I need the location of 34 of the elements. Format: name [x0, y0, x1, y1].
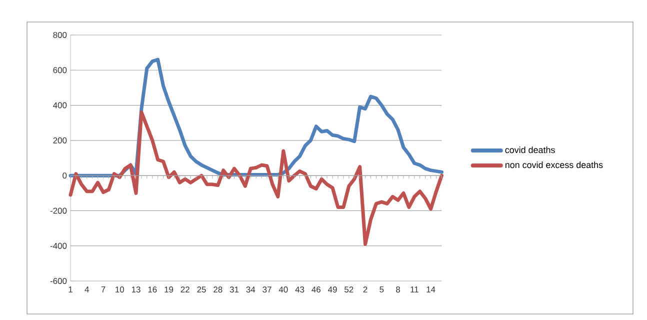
x-tick-label: 37 [262, 286, 272, 293]
y-tick-label: 0 [62, 172, 67, 179]
line-series [68, 110, 444, 246]
x-tick-label: 52 [344, 286, 354, 293]
x-tick-label: 14 [426, 286, 436, 292]
y-tick-label: -400 [50, 242, 67, 249]
y-tick-label: 400 [53, 102, 67, 108]
y-tick-label: 800 [53, 32, 67, 38]
x-tick-label: 13 [132, 286, 140, 293]
x-tick-label: 8 [396, 286, 400, 293]
x-tick-label: 22 [180, 286, 190, 292]
x-tick-label: 16 [148, 286, 157, 293]
legend-label: non covid excess deaths [505, 161, 603, 168]
x-tick-label: 43 [295, 286, 304, 293]
y-tick-label: 600 [53, 67, 67, 74]
x-tick-label: 34 [246, 286, 256, 293]
x-tick-label: 1 [68, 286, 72, 292]
legend-label: covid deaths [505, 146, 555, 154]
x-tick-label: 7 [101, 286, 106, 292]
x-tick-label: 10 [116, 286, 124, 293]
x-tick-label: 28 [214, 286, 222, 293]
x-tick-label: 31 [230, 286, 239, 293]
x-tick-label: 4 [84, 286, 89, 292]
x-tick-label: 2 [363, 286, 368, 292]
x-tick-label: 46 [312, 286, 320, 293]
y-tick-label: -600 [50, 278, 67, 284]
y-tick-label: 200 [53, 137, 67, 144]
x-tick-label: 5 [380, 286, 384, 292]
x-tick-label: 11 [410, 286, 418, 292]
y-tick-label: -200 [50, 208, 67, 214]
x-tick-label: 19 [164, 286, 174, 293]
x-tick-label: 25 [197, 286, 206, 293]
x-tick-label: 49 [328, 286, 337, 293]
x-tick-label: 40 [278, 286, 288, 293]
